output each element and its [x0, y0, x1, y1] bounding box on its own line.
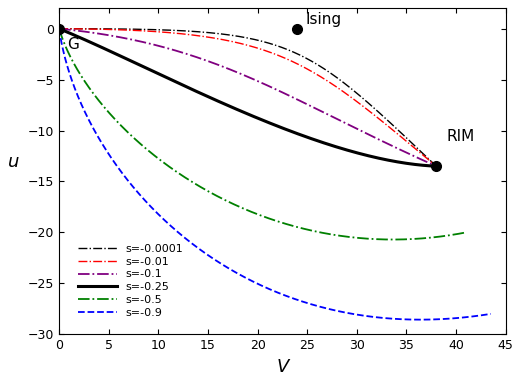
s=-0.5: [175, 171, 182, 175]
s=-0.5: [336, 233, 342, 238]
s=-0.0001: [90, 26, 96, 31]
s=-0.1: [420, 158, 426, 163]
s=-0.0001: [359, 96, 365, 100]
s=-0.0001: [276, 44, 282, 49]
s=-0.5: [390, 237, 396, 242]
s=-0.01: [56, 26, 62, 31]
Line: s=-0.25: s=-0.25: [59, 29, 436, 166]
s=-0.25: [433, 164, 440, 169]
s=-0.9: [56, 26, 62, 31]
s=-0.5: [445, 233, 452, 238]
s=-0.0001: [421, 153, 428, 157]
s=-0.1: [347, 123, 353, 128]
s=-0.0001: [268, 41, 275, 46]
X-axis label: V: V: [276, 358, 289, 376]
s=-0.9: [466, 314, 472, 319]
s=-0.9: [339, 310, 346, 314]
s=-0.25: [422, 163, 429, 168]
s=-0.9: [466, 314, 472, 319]
s=-0.5: [56, 26, 62, 31]
s=-0.0001: [433, 164, 440, 169]
s=-0.9: [417, 317, 423, 322]
Line: s=-0.5: s=-0.5: [59, 29, 466, 240]
s=-0.1: [235, 70, 241, 75]
s=-0.25: [56, 26, 62, 31]
s=-0.9: [60, 48, 66, 53]
s=-0.01: [360, 104, 366, 108]
s=-0.25: [221, 101, 227, 106]
s=-0.25: [72, 33, 78, 38]
s=-0.5: [463, 230, 469, 235]
s=-0.0001: [56, 26, 62, 31]
s=-0.01: [433, 164, 440, 169]
s=-0.5: [445, 233, 451, 238]
Line: s=-0.9: s=-0.9: [59, 29, 491, 319]
s=-0.01: [264, 49, 270, 53]
s=-0.25: [353, 150, 359, 155]
s=-0.1: [420, 158, 426, 163]
Line: s=-0.0001: s=-0.0001: [59, 29, 436, 166]
s=-0.1: [56, 26, 62, 31]
Y-axis label: u: u: [8, 153, 20, 171]
s=-0.9: [488, 311, 494, 316]
s=-0.01: [88, 27, 94, 31]
s=-0.01: [422, 154, 428, 159]
Line: s=-0.1: s=-0.1: [59, 29, 436, 166]
Legend: s=-0.0001, s=-0.01, s=-0.1, s=-0.25, s=-0.5, s=-0.9: s=-0.0001, s=-0.01, s=-0.1, s=-0.25, s=-…: [74, 239, 188, 322]
s=-0.25: [232, 106, 238, 111]
s=-0.9: [167, 223, 173, 228]
s=-0.5: [186, 178, 193, 183]
s=-0.9: [179, 233, 185, 237]
Text: RIM: RIM: [446, 129, 474, 144]
Line: s=-0.01: s=-0.01: [59, 29, 436, 166]
s=-0.1: [80, 29, 86, 34]
s=-0.01: [272, 52, 278, 56]
s=-0.01: [422, 154, 428, 159]
s=-0.1: [244, 74, 250, 79]
s=-0.5: [62, 42, 68, 47]
Text: Ising: Ising: [305, 12, 341, 26]
Text: G: G: [67, 37, 79, 52]
s=-0.1: [433, 164, 440, 169]
s=-0.25: [423, 163, 429, 168]
s=-0.0001: [421, 152, 428, 157]
